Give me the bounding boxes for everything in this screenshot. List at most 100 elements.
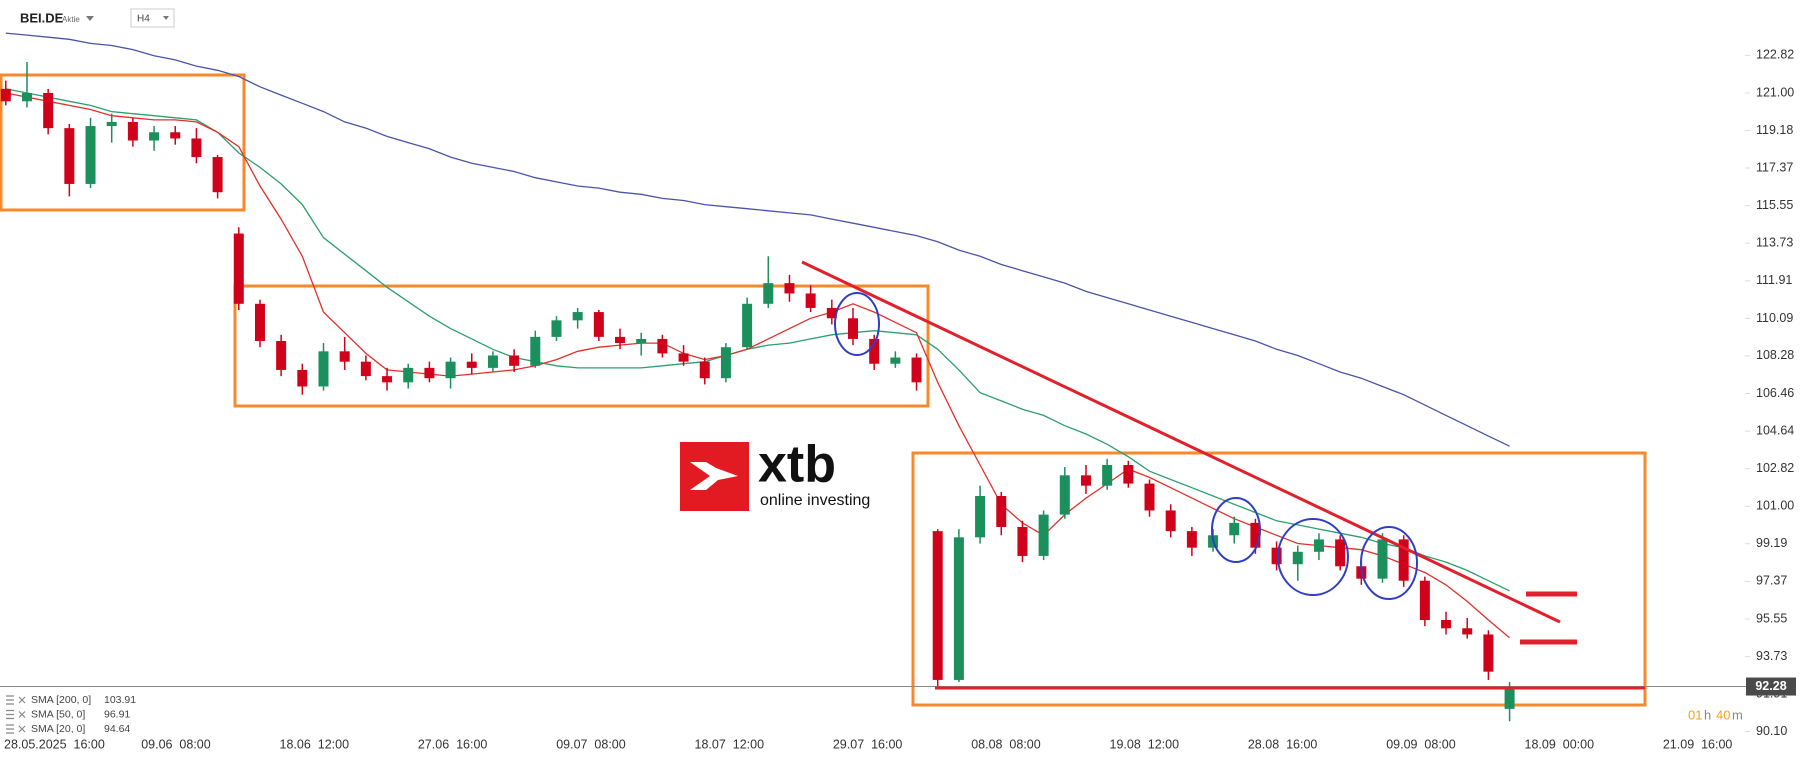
candle-body — [1080, 475, 1091, 486]
y-tick-label: 108.28 — [1756, 348, 1794, 362]
x-tick-label: 18.06 12:00 — [280, 737, 350, 751]
candle-body — [678, 353, 689, 362]
candle-body — [911, 357, 922, 383]
x-tick-label: 09.09 08:00 — [1386, 737, 1456, 751]
y-tick-label: 122.82 — [1756, 48, 1794, 62]
y-tick-label: 97.37 — [1756, 574, 1787, 588]
candle-body — [445, 361, 456, 379]
legend-menu-icon[interactable] — [6, 695, 14, 705]
candle-body — [1017, 527, 1028, 556]
candle-body — [276, 341, 287, 370]
candle-body — [1102, 465, 1113, 486]
candle-body — [1398, 539, 1409, 581]
x-tick-label: 21.09 16:00 — [1663, 737, 1733, 751]
x-tick-label: 27.06 16:00 — [418, 737, 488, 751]
legend-menu-icon[interactable] — [6, 724, 14, 734]
candle-body — [784, 283, 795, 294]
candle-body — [466, 361, 477, 368]
candle-body — [848, 318, 858, 339]
candle-body — [805, 293, 816, 308]
candle-body — [932, 531, 943, 680]
candle-body — [1313, 539, 1324, 552]
x-tick-label: 19.08 12:00 — [1110, 737, 1180, 751]
countdown-hours: 01 — [1688, 707, 1702, 722]
candle-body — [1123, 465, 1134, 484]
annotations — [0, 73, 1647, 707]
legend-remove-icon[interactable] — [18, 711, 26, 718]
timeframe-select[interactable] — [130, 8, 175, 28]
symbol: BEI.DE — [20, 10, 64, 25]
x-tick-label: 18.09 00:00 — [1525, 737, 1595, 751]
legend-name: SMA [200, 0] — [31, 694, 91, 706]
candle-body — [1250, 522, 1261, 548]
candle-body — [191, 138, 202, 158]
trend-line — [801, 260, 1561, 624]
y-tick-label: 90.10 — [1756, 724, 1787, 738]
symbol-dropdown[interactable] — [86, 16, 94, 21]
candle-body — [572, 312, 583, 321]
candle-body — [360, 361, 371, 377]
y-tick-label: 104.64 — [1756, 423, 1794, 437]
candle-body — [424, 367, 435, 379]
logo-icon — [690, 462, 738, 490]
candle-body — [615, 336, 626, 344]
sma-line — [5, 88, 1510, 592]
candle-body — [1462, 628, 1473, 635]
candle-body — [953, 537, 964, 680]
candle-body — [64, 128, 75, 184]
candle-body — [1186, 531, 1197, 548]
y-tick-label: 111.91 — [1756, 273, 1792, 287]
highlight-circle — [1360, 526, 1418, 600]
countdown-minutes-unit: m — [1732, 707, 1743, 722]
candle-body — [254, 303, 265, 341]
x-tick-label: 29.07 16:00 — [833, 737, 903, 751]
candle-body — [742, 303, 753, 348]
candle-body — [339, 351, 350, 362]
candle-body — [403, 367, 414, 383]
candle-body — [826, 307, 837, 319]
timeframe: H4 — [137, 14, 150, 25]
y-tick-label: 99.19 — [1756, 536, 1787, 550]
legend-name: SMA [20, 0] — [31, 723, 85, 735]
y-tick-label: 117.37 — [1756, 160, 1793, 174]
candle-body — [1504, 686, 1515, 709]
candle-body — [699, 361, 710, 379]
countdown-minutes: 40 — [1716, 707, 1730, 722]
candle-body — [509, 355, 520, 366]
x-tick-label: 28.05.2025 16:00 — [4, 737, 105, 751]
sma-line — [5, 32, 1510, 447]
logo-brand: xtb — [758, 436, 836, 494]
logo-tagline: online investing — [760, 492, 870, 509]
legend-remove-icon[interactable] — [18, 696, 26, 704]
candle-body — [869, 338, 880, 364]
candle-body — [106, 121, 117, 127]
candle-body — [1483, 634, 1494, 672]
overlay: 92.28 SMA [200, 0] 103.91 SMA [50, 0] 96.91 S… — [6, 677, 1796, 735]
candle-body — [1144, 483, 1155, 511]
x-tick-label: 09.07 08:00 — [556, 737, 626, 751]
candle-body — [657, 338, 668, 354]
candle-body — [487, 355, 498, 368]
candle-body — [763, 283, 774, 304]
x-tick-label: 18.07 12:00 — [695, 737, 765, 751]
legend-remove-icon[interactable] — [18, 725, 26, 733]
y-tick-label: 121.00 — [1756, 85, 1794, 99]
candle-body — [1165, 510, 1176, 532]
legend-menu-icon[interactable] — [6, 709, 14, 720]
candle-body — [1059, 475, 1070, 515]
y-tick-label: 110.09 — [1756, 311, 1793, 325]
y-tick-label: 115.55 — [1756, 198, 1793, 212]
candle-body — [1377, 539, 1388, 579]
candle-body — [975, 496, 986, 538]
candle-body — [170, 132, 181, 139]
candle-body — [1419, 580, 1430, 620]
candle-body — [593, 312, 604, 337]
highlight-circle — [834, 292, 880, 356]
y-tick-label: 119.18 — [1756, 123, 1793, 137]
x-tick-label: 09.06 08:00 — [141, 737, 211, 751]
timeframe-arrow — [163, 16, 169, 20]
y-tick-label: 106.46 — [1756, 386, 1794, 400]
logo: xtb online investing — [680, 436, 870, 511]
